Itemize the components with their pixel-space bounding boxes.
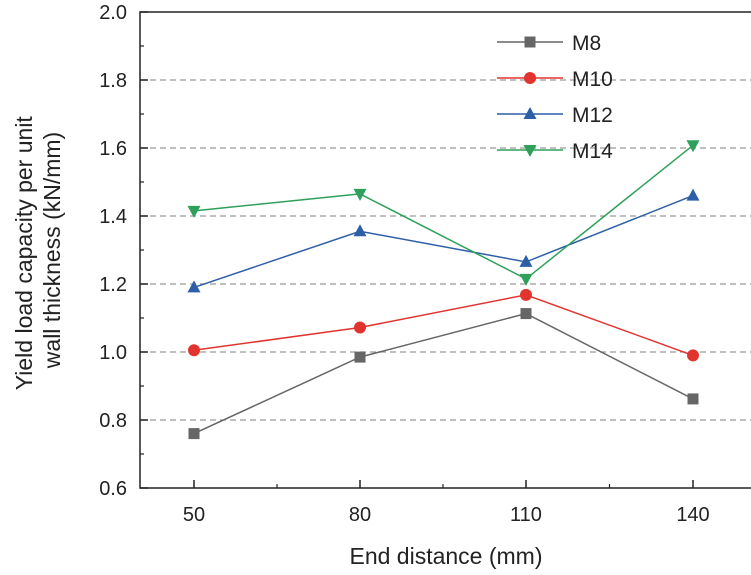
- gridlines: [140, 79, 751, 421]
- x-tick-label: 50: [183, 504, 205, 526]
- series-group: [187, 140, 700, 440]
- y-axis-title: Yield load capacity per unit wall thickn…: [11, 110, 65, 390]
- data-point-m12: [187, 280, 201, 293]
- series-line-m8: [193, 312, 694, 435]
- series-line-m10: [193, 294, 694, 357]
- series-line-m14: [193, 144, 694, 280]
- legend-marker-m12: [523, 107, 537, 119]
- series-m12: [187, 188, 700, 293]
- series-m8: [188, 308, 699, 440]
- y-tick-label: 0.8: [99, 410, 127, 432]
- y-tick-label: 1.6: [99, 138, 127, 160]
- x-tick-label: 110: [510, 504, 542, 526]
- axis-ticks: 0.6 0.8 1.0 1.2 1.4 1.6 1.8 2.0 50 80 110 140: [99, 2, 710, 526]
- legend-marker-m8: [524, 36, 536, 48]
- data-point-m14: [686, 140, 700, 153]
- legend-label-m14: M14: [572, 140, 613, 163]
- y-tick-label: 2.0: [99, 2, 127, 24]
- x-tick-label: 80: [349, 504, 371, 526]
- data-point-m12: [686, 188, 700, 201]
- legend-marker-m14: [523, 145, 537, 157]
- data-point-m12: [353, 224, 367, 237]
- series-m14: [187, 140, 700, 286]
- data-point-m10: [520, 288, 532, 301]
- data-point-m10: [687, 349, 699, 362]
- series-m10: [188, 288, 699, 362]
- legend-marker-m10: [524, 72, 536, 84]
- y-tick-label: 1.2: [99, 274, 127, 296]
- series-line-m12: [193, 194, 694, 289]
- legend-label-m12: M12: [572, 104, 613, 127]
- data-point-m8: [354, 351, 366, 363]
- y-axis-title-line-2: wall thickness (kN/mm): [39, 132, 65, 369]
- data-point-m12: [519, 254, 533, 267]
- data-point-m8: [520, 308, 532, 320]
- legend-label-m8: M8: [572, 32, 601, 55]
- plot-area: [140, 12, 751, 488]
- data-point-m14: [519, 273, 533, 286]
- y-axis-title-line-1: Yield load capacity per unit: [11, 116, 37, 391]
- y-tick-label: 1.0: [99, 342, 127, 364]
- data-point-m10: [354, 321, 366, 334]
- y-tick-label: 1.4: [99, 206, 127, 228]
- legend-label-m10: M10: [572, 68, 613, 91]
- y-tick-label: 1.8: [99, 70, 127, 92]
- data-point-m10: [188, 344, 200, 357]
- data-point-m14: [353, 188, 367, 201]
- data-point-m8: [188, 428, 200, 440]
- x-tick-label: 140: [676, 504, 709, 526]
- x-axis-title: End distance (mm): [349, 543, 542, 569]
- data-point-m14: [187, 205, 201, 218]
- legend: M8 M10 M12 M14: [497, 32, 613, 163]
- y-tick-label: 0.6: [99, 478, 127, 500]
- data-point-m8: [687, 393, 699, 405]
